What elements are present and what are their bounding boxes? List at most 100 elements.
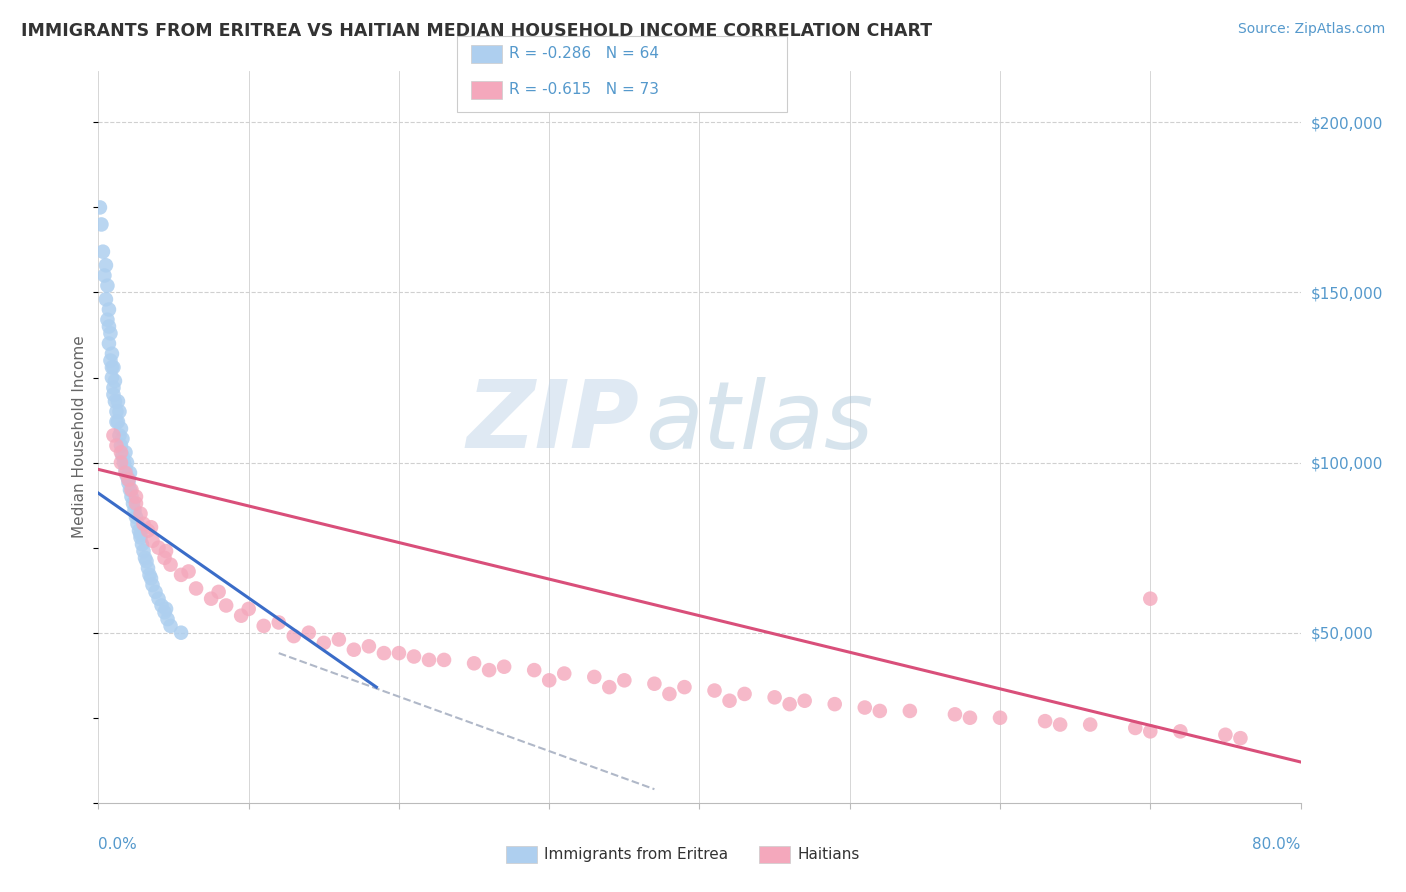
Point — [177, 565, 200, 579]
Point — [115, 456, 138, 470]
Point — [553, 666, 575, 681]
Point — [156, 612, 179, 626]
Point — [159, 558, 181, 572]
Text: atlas: atlas — [645, 377, 873, 468]
Point — [114, 462, 136, 476]
Point — [1033, 714, 1056, 728]
Point — [136, 524, 159, 538]
Point — [433, 653, 456, 667]
Point — [103, 387, 125, 401]
Point — [141, 578, 163, 592]
Point — [97, 302, 120, 317]
Point — [703, 683, 725, 698]
Point — [231, 608, 253, 623]
Point — [463, 657, 485, 671]
Point — [869, 704, 891, 718]
Point — [107, 394, 129, 409]
Point — [91, 244, 114, 259]
Point — [122, 496, 145, 510]
Point — [128, 524, 150, 538]
Point — [103, 428, 125, 442]
Point — [94, 293, 117, 307]
Point — [1078, 717, 1101, 731]
Point — [298, 625, 321, 640]
Text: Immigrants from Eritrea: Immigrants from Eritrea — [544, 847, 728, 862]
Point — [145, 585, 167, 599]
Point — [103, 360, 125, 375]
Point — [124, 503, 146, 517]
Point — [117, 473, 139, 487]
Point — [121, 490, 143, 504]
Point — [107, 415, 129, 429]
Text: ZIP: ZIP — [467, 376, 640, 468]
Point — [148, 541, 170, 555]
Point — [155, 544, 177, 558]
Point — [1215, 728, 1237, 742]
Point — [853, 700, 876, 714]
Point — [253, 619, 276, 633]
Point — [117, 475, 139, 490]
Text: R = -0.286   N = 64: R = -0.286 N = 64 — [509, 46, 659, 61]
Point — [100, 326, 122, 341]
Point — [125, 510, 148, 524]
Point — [583, 670, 606, 684]
Point — [110, 445, 132, 459]
Point — [148, 591, 170, 606]
Point — [108, 428, 131, 442]
Point — [101, 360, 124, 375]
Point — [129, 527, 152, 541]
Point — [129, 507, 152, 521]
Point — [96, 278, 118, 293]
Point — [328, 632, 350, 647]
Point — [478, 663, 501, 677]
Point — [734, 687, 756, 701]
Point — [135, 554, 157, 568]
Point — [121, 483, 143, 497]
Point — [155, 602, 177, 616]
Point — [779, 697, 801, 711]
Y-axis label: Median Household Income: Median Household Income — [72, 335, 87, 539]
Point — [643, 677, 665, 691]
Point — [114, 466, 136, 480]
Point — [159, 619, 181, 633]
Point — [117, 473, 139, 487]
Point — [494, 659, 516, 673]
Point — [959, 711, 981, 725]
Point — [136, 561, 159, 575]
Point — [115, 469, 138, 483]
Point — [613, 673, 636, 688]
Point — [208, 585, 231, 599]
Point — [105, 404, 128, 418]
Point — [97, 319, 120, 334]
Point — [418, 653, 440, 667]
Point — [150, 599, 173, 613]
Text: 80.0%: 80.0% — [1253, 837, 1301, 852]
Point — [170, 567, 193, 582]
Point — [1139, 724, 1161, 739]
Point — [110, 421, 132, 435]
Point — [402, 649, 425, 664]
Point — [131, 537, 153, 551]
Point — [114, 445, 136, 459]
Point — [112, 456, 135, 470]
Point — [127, 516, 149, 531]
Point — [153, 605, 176, 619]
Point — [658, 687, 681, 701]
Point — [898, 704, 921, 718]
Text: Haitians: Haitians — [797, 847, 859, 862]
Point — [1139, 591, 1161, 606]
Point — [1049, 717, 1071, 731]
Text: IMMIGRANTS FROM ERITREA VS HAITIAN MEDIAN HOUSEHOLD INCOME CORRELATION CHART: IMMIGRANTS FROM ERITREA VS HAITIAN MEDIA… — [21, 22, 932, 40]
Text: R = -0.615   N = 73: R = -0.615 N = 73 — [509, 82, 659, 96]
Point — [104, 374, 127, 388]
Point — [283, 629, 305, 643]
Point — [1229, 731, 1251, 746]
Point — [523, 663, 546, 677]
Point — [184, 582, 207, 596]
Point — [111, 449, 134, 463]
Point — [125, 490, 148, 504]
Point — [153, 550, 176, 565]
Point — [598, 680, 620, 694]
Point — [132, 516, 155, 531]
Point — [103, 381, 125, 395]
